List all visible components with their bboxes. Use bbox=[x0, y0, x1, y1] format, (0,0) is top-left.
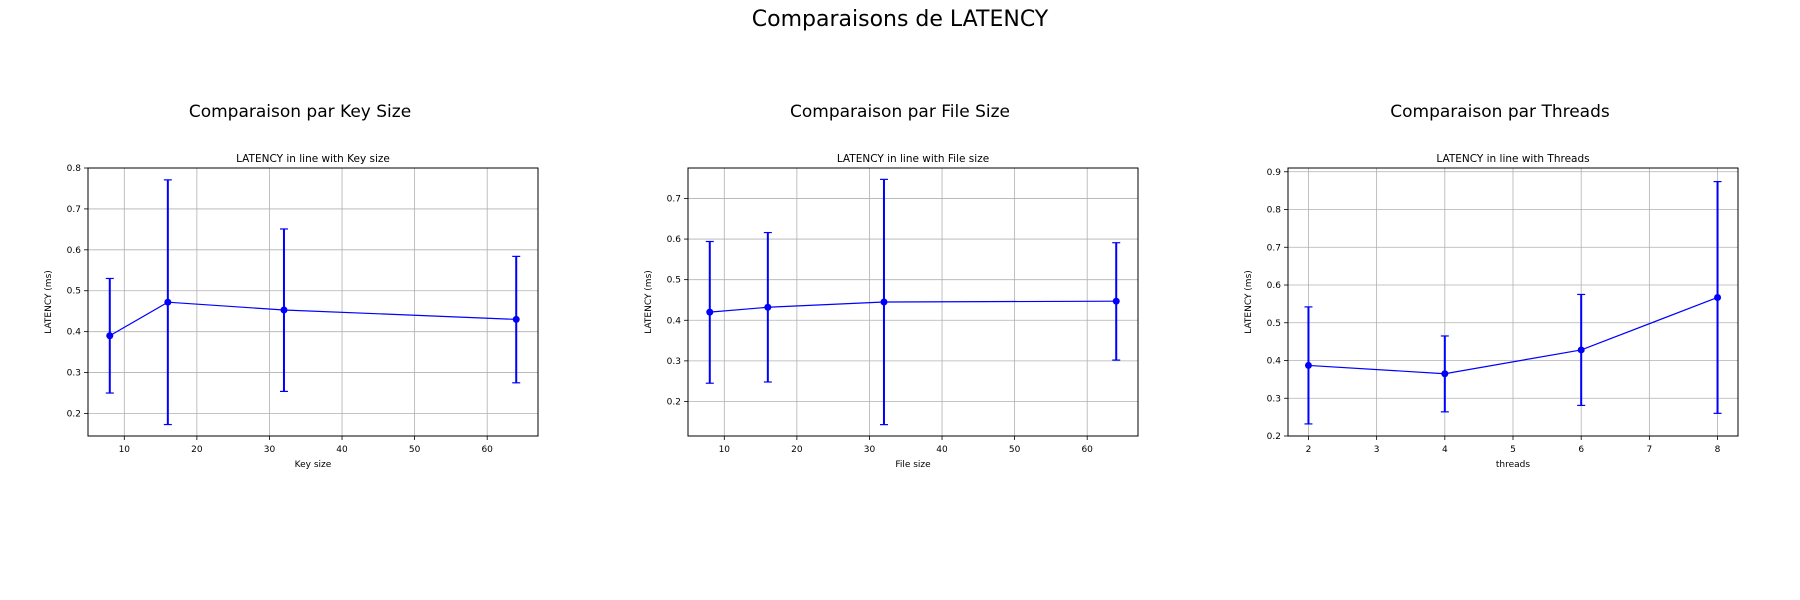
y-tick-label: 0.4 bbox=[667, 316, 682, 326]
chart-title: LATENCY in line with File size bbox=[837, 153, 989, 165]
x-tick-label: 6 bbox=[1578, 445, 1584, 455]
x-tick-label: 4 bbox=[1442, 445, 1448, 455]
series-line bbox=[709, 300, 1117, 313]
figure-title: Comparaisons de LATENCY bbox=[751, 7, 1049, 32]
y-tick-label: 0.3 bbox=[67, 369, 81, 379]
plot-frame bbox=[1287, 167, 1739, 437]
y-tick-label: 0.5 bbox=[67, 287, 81, 297]
y-tick-label: 0.5 bbox=[1267, 319, 1281, 329]
x-tick-label: 10 bbox=[719, 445, 731, 455]
x-tick-label: 7 bbox=[1646, 445, 1652, 455]
data-point bbox=[1112, 297, 1120, 305]
x-tick-label: 40 bbox=[936, 445, 948, 455]
x-axis-label: Key size bbox=[295, 460, 332, 470]
y-tick-label: 0.8 bbox=[67, 164, 82, 174]
x-axis-label: File size bbox=[895, 460, 931, 470]
x-tick-label: 3 bbox=[1374, 445, 1380, 455]
y-tick-label: 0.7 bbox=[1267, 243, 1281, 253]
x-tick-label: 60 bbox=[1081, 445, 1093, 455]
panel-title: Comparaison par Threads bbox=[1390, 102, 1610, 122]
y-tick-label: 0.7 bbox=[667, 194, 681, 204]
y-tick-label: 0.3 bbox=[667, 357, 681, 367]
y-tick-label: 0.2 bbox=[67, 409, 81, 419]
y-tick-label: 0.7 bbox=[67, 205, 81, 215]
data-point bbox=[1714, 293, 1722, 301]
panel-title: Comparaison par Key Size bbox=[188, 102, 412, 122]
chart-title: LATENCY in line with Threads bbox=[1436, 153, 1589, 165]
y-axis-label: LATENCY (ms) bbox=[644, 270, 654, 334]
series-line bbox=[1308, 296, 1718, 375]
y-tick-label: 0.2 bbox=[1267, 432, 1281, 442]
y-axis-label: LATENCY (ms) bbox=[1244, 270, 1254, 334]
panel-threads: Comparaison par Threads 2 3 4 5 6 7 8 0.2 0.3 0.4… bbox=[1200, 100, 1800, 500]
x-tick-label: 30 bbox=[264, 445, 276, 455]
y-tick-label: 0.6 bbox=[667, 235, 682, 245]
panel-key-size: Comparaison par Key Size 10 20 30 40 50 60 0.2… bbox=[0, 100, 600, 500]
y-tick-label: 0.3 bbox=[1267, 394, 1281, 404]
panel-file-size: Comparaison par File Size 10 20 30 40 50 60 0.… bbox=[600, 100, 1200, 500]
data-point bbox=[1304, 361, 1312, 369]
x-tick-label: 40 bbox=[336, 445, 348, 455]
y-tick-label: 0.8 bbox=[1267, 206, 1282, 216]
chart-file-size: 10 20 30 40 50 60 0.2 0.3 0.4 0.5 0.6 0.7 LATENCY in… bbox=[644, 153, 1139, 470]
x-tick-label: 20 bbox=[791, 445, 803, 455]
panel-title: Comparaison par File Size bbox=[790, 102, 1010, 122]
x-tick-label: 30 bbox=[864, 445, 876, 455]
plot-frame bbox=[687, 167, 1139, 437]
y-tick-label: 0.9 bbox=[1267, 168, 1282, 178]
x-tick-label: 50 bbox=[409, 445, 421, 455]
data-point bbox=[764, 303, 772, 311]
data-point bbox=[280, 306, 288, 314]
x-tick-label: 50 bbox=[1009, 445, 1021, 455]
x-tick-label: 60 bbox=[481, 445, 493, 455]
x-tick-label: 8 bbox=[1715, 445, 1721, 455]
x-tick-label: 2 bbox=[1306, 445, 1312, 455]
y-tick-label: 0.4 bbox=[1267, 357, 1282, 367]
chart-title: LATENCY in line with Key size bbox=[236, 153, 390, 165]
y-tick-label: 0.6 bbox=[67, 246, 82, 256]
y-tick-label: 0.5 bbox=[667, 276, 681, 286]
x-axis-label: threads bbox=[1496, 460, 1531, 470]
x-tick-label: 10 bbox=[119, 445, 131, 455]
data-point bbox=[164, 298, 172, 306]
y-tick-label: 0.4 bbox=[67, 328, 82, 338]
chart-key-size: 10 20 30 40 50 60 0.2 0.3 0.4 0.5 0.6 0.7 0.8 LATENCY… bbox=[44, 153, 539, 470]
y-tick-label: 0.6 bbox=[1267, 281, 1282, 291]
data-point bbox=[1577, 346, 1585, 354]
data-point bbox=[706, 308, 714, 316]
data-point bbox=[1441, 370, 1449, 378]
data-point bbox=[106, 332, 114, 340]
series-line bbox=[109, 301, 517, 337]
plot-frame bbox=[87, 167, 539, 437]
data-point bbox=[512, 315, 520, 323]
y-axis-label: LATENCY (ms) bbox=[44, 270, 54, 334]
data-point bbox=[880, 298, 888, 306]
chart-threads: 2 3 4 5 6 7 8 0.2 0.3 0.4 0.5 0.6 0.7 0.8 0.9 LATENCY i… bbox=[1244, 153, 1739, 470]
y-tick-label: 0.2 bbox=[667, 397, 681, 407]
x-tick-label: 5 bbox=[1510, 445, 1516, 455]
x-tick-label: 20 bbox=[191, 445, 203, 455]
